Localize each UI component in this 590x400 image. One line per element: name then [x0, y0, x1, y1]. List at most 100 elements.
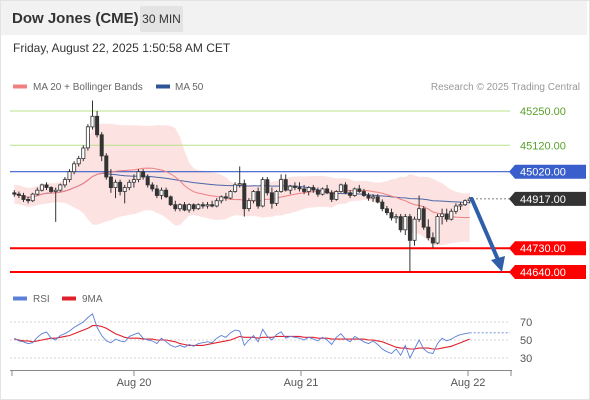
candle — [325, 184, 330, 195]
candle — [274, 190, 279, 207]
legend-label-ma20: MA 20 + Bollinger Bands — [33, 82, 143, 93]
time-axis: Aug 20 Aug 21 Aug 22 — [10, 370, 512, 389]
candle — [329, 190, 334, 203]
price-tag-resistance: 45120.00 — [520, 140, 566, 152]
candle-body-up — [187, 204, 192, 211]
candle-body-up — [403, 216, 408, 231]
credit-text: Research © 2025 Trading Central — [431, 82, 580, 93]
price-tag-resistance: 45250.00 — [520, 106, 566, 118]
candle-body-up — [131, 179, 136, 183]
candle — [237, 166, 242, 188]
candle-body-up — [205, 204, 210, 207]
candle — [136, 169, 141, 183]
candle-body-up — [320, 188, 325, 195]
candle-body-up — [237, 183, 242, 186]
candle — [150, 182, 155, 192]
candle-body-up — [338, 184, 343, 192]
candle — [196, 203, 201, 210]
price-tag-support: 44730.00 — [509, 241, 586, 256]
candle — [315, 187, 320, 197]
candle-body-down — [168, 196, 173, 206]
candle — [352, 187, 357, 197]
legend-swatch-9ma — [62, 296, 76, 301]
candle-body-up — [463, 200, 468, 206]
timeframe-badge[interactable]: 30 MIN — [140, 6, 183, 32]
candle — [435, 213, 440, 245]
candle-body-up — [306, 187, 311, 192]
candlesticks — [12, 100, 472, 272]
chart-timestamp: Friday, August 22, 2025 1:50:58 AM CET — [13, 41, 231, 55]
candle-body-down — [269, 192, 274, 204]
candle-body-up — [90, 115, 95, 128]
candle-body-down — [145, 176, 150, 186]
candle-body-down — [242, 183, 247, 210]
candle-body-up — [288, 185, 293, 191]
candle-body-down — [375, 196, 380, 203]
candle — [292, 182, 297, 191]
candle — [26, 196, 31, 204]
candle — [187, 203, 192, 213]
candle — [380, 199, 385, 212]
candle-body-down — [366, 195, 371, 199]
candle — [16, 191, 21, 199]
candle-body-down — [200, 204, 205, 207]
candle — [62, 176, 67, 188]
candle-body-down — [265, 179, 270, 194]
candle — [389, 208, 394, 221]
candle — [177, 203, 182, 212]
candle-body-down — [191, 204, 196, 210]
candle-body-up — [219, 196, 224, 202]
candle-body-down — [421, 208, 426, 228]
candle — [118, 179, 123, 196]
candle-body-up — [251, 191, 256, 202]
candle-body-up — [352, 188, 357, 196]
candle-body-down — [361, 191, 366, 196]
price-tag-label: 44730.00 — [520, 243, 566, 255]
candle — [81, 145, 86, 162]
candle — [407, 213, 412, 272]
legend-swatch-ma20 — [13, 84, 27, 89]
candle-body-down — [384, 208, 389, 214]
candle — [246, 198, 251, 212]
candle-body-down — [283, 179, 288, 191]
candle — [306, 186, 311, 196]
legend-label-ma50: MA 50 — [175, 82, 204, 93]
rsi-legend: RSI 9MA — [13, 294, 103, 305]
rsi-tick-label: 30 — [520, 353, 532, 365]
candle — [182, 202, 187, 212]
candle — [233, 182, 238, 193]
projection-arrow — [469, 196, 505, 272]
candle-body-down — [99, 134, 104, 157]
candle-body-down — [49, 187, 54, 192]
candle — [361, 188, 366, 197]
candle-body-down — [210, 204, 215, 207]
candle-body-up — [39, 184, 44, 191]
price-tag-label: 44640.00 — [520, 267, 566, 279]
candle — [205, 202, 210, 209]
candle-body-down — [325, 188, 330, 194]
price-tags: 45250.00 45120.00 45020.00 44917.00 44730.00… — [509, 106, 586, 279]
candle — [348, 190, 353, 199]
candle — [458, 202, 463, 210]
rsi-panel: 70 50 30 — [10, 313, 532, 365]
candle — [320, 187, 325, 196]
candle-body-up — [453, 205, 458, 212]
candle-body-up — [417, 208, 422, 220]
candle-body-down — [444, 213, 449, 220]
candle — [72, 161, 77, 175]
candle — [21, 192, 26, 203]
candle-body-down — [343, 184, 348, 194]
candle — [228, 190, 233, 200]
price-tag-pivot: 45020.00 — [509, 164, 586, 179]
chart-legend: MA 20 + Bollinger Bands MA 50 Research ©… — [13, 82, 580, 93]
candle — [159, 187, 164, 200]
candle — [417, 195, 422, 222]
candle-body-up — [177, 204, 182, 210]
candle-body-down — [223, 196, 228, 199]
candle — [113, 179, 118, 199]
candle — [430, 232, 435, 249]
candle — [44, 182, 49, 191]
candle-body-down — [118, 181, 123, 192]
candle-body-down — [182, 204, 187, 211]
